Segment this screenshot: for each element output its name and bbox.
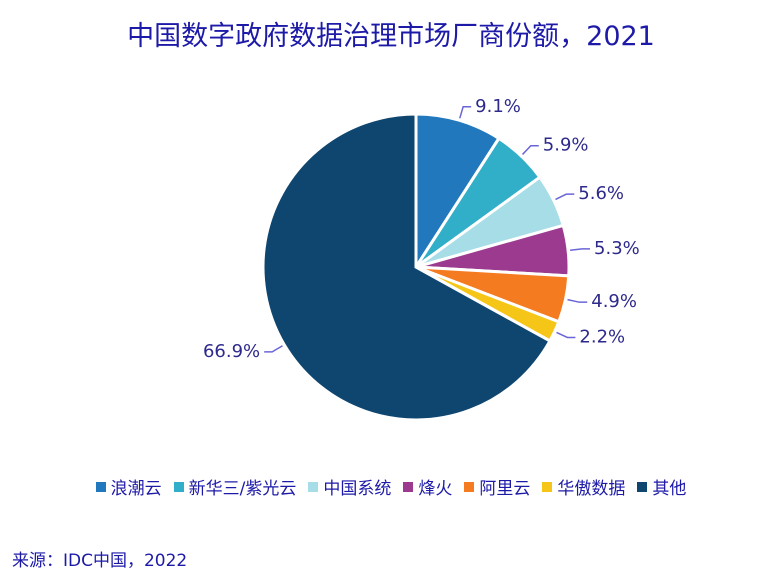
data-label: 66.9% [203, 341, 260, 362]
legend-item: 华傲数据 [542, 474, 625, 499]
legend-item: 阿里云 [464, 474, 530, 499]
pie-slice [261, 112, 552, 422]
legend-swatch [308, 481, 319, 492]
legend-label: 华傲数据 [557, 479, 626, 499]
data-label: 9.1% [475, 96, 521, 117]
legend-item: 浪潮云 [95, 474, 162, 499]
legend-item: 其他 [637, 474, 686, 499]
legend-swatch [95, 481, 106, 492]
legend-swatch [403, 481, 414, 492]
legend-item: 烽火 [403, 474, 452, 499]
data-label: 2.2% [579, 326, 625, 347]
legend-label: 烽火 [418, 479, 453, 499]
legend-label: 浪潮云 [110, 479, 162, 499]
legend-item: 中国系统 [308, 474, 391, 499]
legend-label: 阿里云 [479, 479, 531, 499]
leader-line [264, 345, 283, 353]
source-note: 来源：IDC中国，2022 [12, 551, 188, 571]
leader-line [459, 106, 472, 119]
data-label: 4.9% [591, 291, 637, 312]
leader-line [521, 144, 539, 155]
legend-swatch [542, 481, 553, 492]
legend-swatch [173, 481, 184, 492]
data-label: 5.6% [578, 183, 624, 204]
legend-swatch [464, 481, 475, 492]
leader-line [555, 193, 575, 201]
leader-line [570, 248, 591, 251]
legend: 浪潮云 新华三/紫光云 中国系统 烽火 阿里云 华傲数据 其他 [0, 474, 782, 499]
leader-line [556, 331, 576, 339]
data-label: 5.9% [543, 135, 589, 156]
legend-item: 新华三/紫光云 [173, 474, 297, 499]
data-label: 5.3% [594, 238, 640, 259]
chart-title: 中国数字政府数据治理市场厂商份额，2021 [127, 21, 655, 52]
leader-line [567, 298, 588, 303]
legend-label: 其他 [652, 479, 687, 499]
pie-slice [414, 112, 501, 273]
legend-label: 中国系统 [323, 479, 392, 499]
chart: 9.1% 5.9% 5.6% 5.3% 4.9% 2.2% 66.9% [203, 96, 640, 422]
legend-label: 新华三/紫光云 [188, 479, 297, 499]
legend-swatch [637, 481, 648, 492]
